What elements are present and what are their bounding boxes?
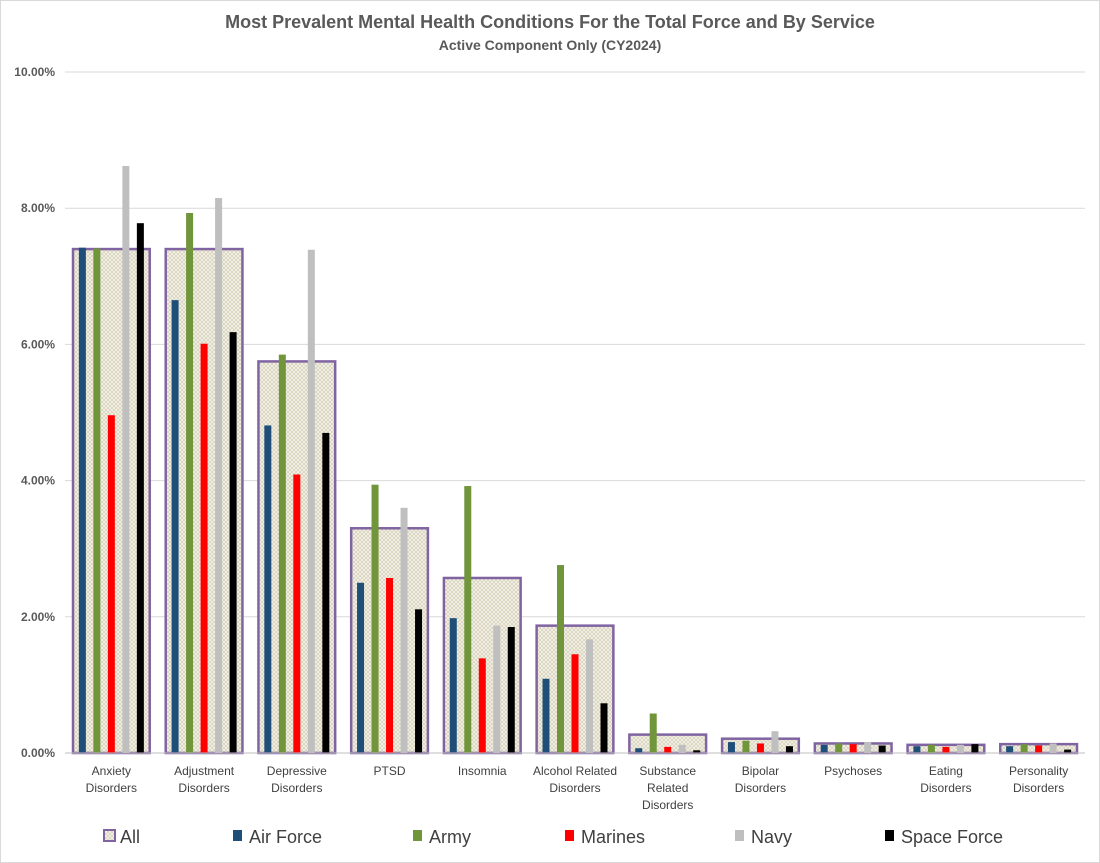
x-tick-label: Alcohol Related Disorders — [533, 764, 617, 795]
bar-space-force — [322, 432, 330, 753]
y-axis: 0.00% 2.00% 4.00% 6.00% 8.00% 10.00% — [14, 65, 55, 760]
bar-army — [278, 354, 286, 753]
bars — [71, 165, 1079, 755]
x-tick-label: Anxiety Disorders — [86, 764, 137, 795]
chart-subtitle: Active Component Only (CY2024) — [438, 37, 662, 53]
bar-marines — [571, 654, 579, 753]
bar-army — [557, 565, 564, 753]
legend-swatch-air-force — [233, 830, 242, 841]
bar-air-force — [542, 678, 550, 753]
legend-label: Space Force — [901, 827, 1003, 847]
x-tick-label: Insomnia — [458, 764, 507, 778]
bar-army — [464, 486, 472, 753]
bar-air-force — [1006, 746, 1014, 753]
x-axis: Anxiety Disorders Adjustment Disorders Depre… — [65, 752, 1085, 812]
bar-space-force — [600, 703, 608, 753]
y-tick-label: 10.00% — [14, 65, 55, 79]
bar-space-force — [136, 223, 144, 753]
bar-marines — [756, 743, 764, 753]
bar-army — [649, 713, 657, 753]
bar-army — [1020, 744, 1028, 753]
x-tick-label: Psychoses — [824, 764, 882, 778]
bar-marines — [200, 343, 208, 753]
bar-air-force — [913, 746, 921, 753]
x-tick-label: Substance Related Disorders — [639, 764, 696, 812]
legend-label: Navy — [751, 827, 792, 847]
bar-air-force — [449, 618, 457, 753]
bar-space-force — [785, 746, 793, 753]
bar-marines — [478, 658, 486, 753]
bar-navy — [493, 625, 501, 753]
chart-title: Most Prevalent Mental Health Conditions … — [225, 12, 875, 32]
x-tick-label: Eating Disorders — [920, 764, 971, 795]
legend-swatch-army — [413, 830, 422, 841]
bar-air-force — [357, 582, 365, 753]
y-tick-label: 8.00% — [21, 201, 55, 215]
bar-marines — [107, 415, 115, 753]
bar-navy — [678, 744, 686, 753]
x-tick-label: Depressive Disorders — [267, 764, 327, 795]
legend-swatch-marines — [565, 830, 574, 841]
bar-air-force — [264, 425, 272, 753]
bar-navy — [307, 249, 315, 753]
bar-marines — [942, 746, 950, 753]
bar-space-force — [415, 609, 423, 753]
bar-space-force — [971, 744, 979, 753]
legend-label: Army — [429, 827, 471, 847]
bar-air-force — [171, 300, 179, 753]
bar-space-force — [693, 750, 701, 753]
bar-marines — [664, 746, 672, 753]
legend-swatch-navy — [735, 830, 744, 841]
legend-swatch-all — [103, 829, 116, 842]
bar-air-force — [78, 247, 86, 753]
bar-navy — [1049, 743, 1057, 753]
bar-air-force — [635, 748, 643, 753]
bar-army — [927, 744, 935, 753]
bar-marines — [849, 744, 857, 753]
bar-navy — [864, 742, 872, 753]
legend-label: Marines — [581, 827, 645, 847]
bar-marines — [1035, 745, 1043, 753]
y-tick-label: 2.00% — [21, 610, 55, 624]
bar-army — [186, 212, 194, 754]
bar-army — [93, 248, 101, 753]
x-tick-label: PTSD — [374, 764, 406, 778]
bar-navy — [771, 731, 779, 753]
bar-marines — [386, 577, 394, 753]
legend-label: Air Force — [249, 827, 322, 847]
bar-army — [371, 484, 379, 753]
bar-navy — [122, 165, 130, 753]
y-tick-label: 4.00% — [21, 474, 55, 488]
legend-label: All — [120, 827, 140, 847]
bar-navy — [956, 744, 964, 753]
x-tick-label: Adjustment Disorders — [174, 764, 235, 795]
bar-air-force — [727, 742, 735, 753]
bar-space-force — [507, 627, 515, 753]
bar-space-force — [878, 745, 886, 753]
x-tick-label: Personality Disorders — [1009, 764, 1068, 795]
legend: All Air Force Army Marines Navy Space Force — [103, 827, 1003, 847]
bar-space-force — [1064, 749, 1072, 753]
bar-navy — [215, 197, 223, 754]
bar-space-force — [229, 332, 237, 753]
bar-air-force — [820, 744, 828, 753]
y-tick-label: 0.00% — [21, 746, 55, 760]
x-tick-label: Bipolar Disorders — [735, 764, 786, 795]
bar-navy — [400, 507, 408, 753]
y-tick-label: 6.00% — [21, 337, 55, 351]
bar-marines — [293, 474, 301, 753]
bar-navy — [586, 639, 593, 753]
legend-swatch-space-force — [885, 830, 894, 841]
bar-army — [742, 740, 750, 753]
bar-army — [835, 743, 843, 753]
